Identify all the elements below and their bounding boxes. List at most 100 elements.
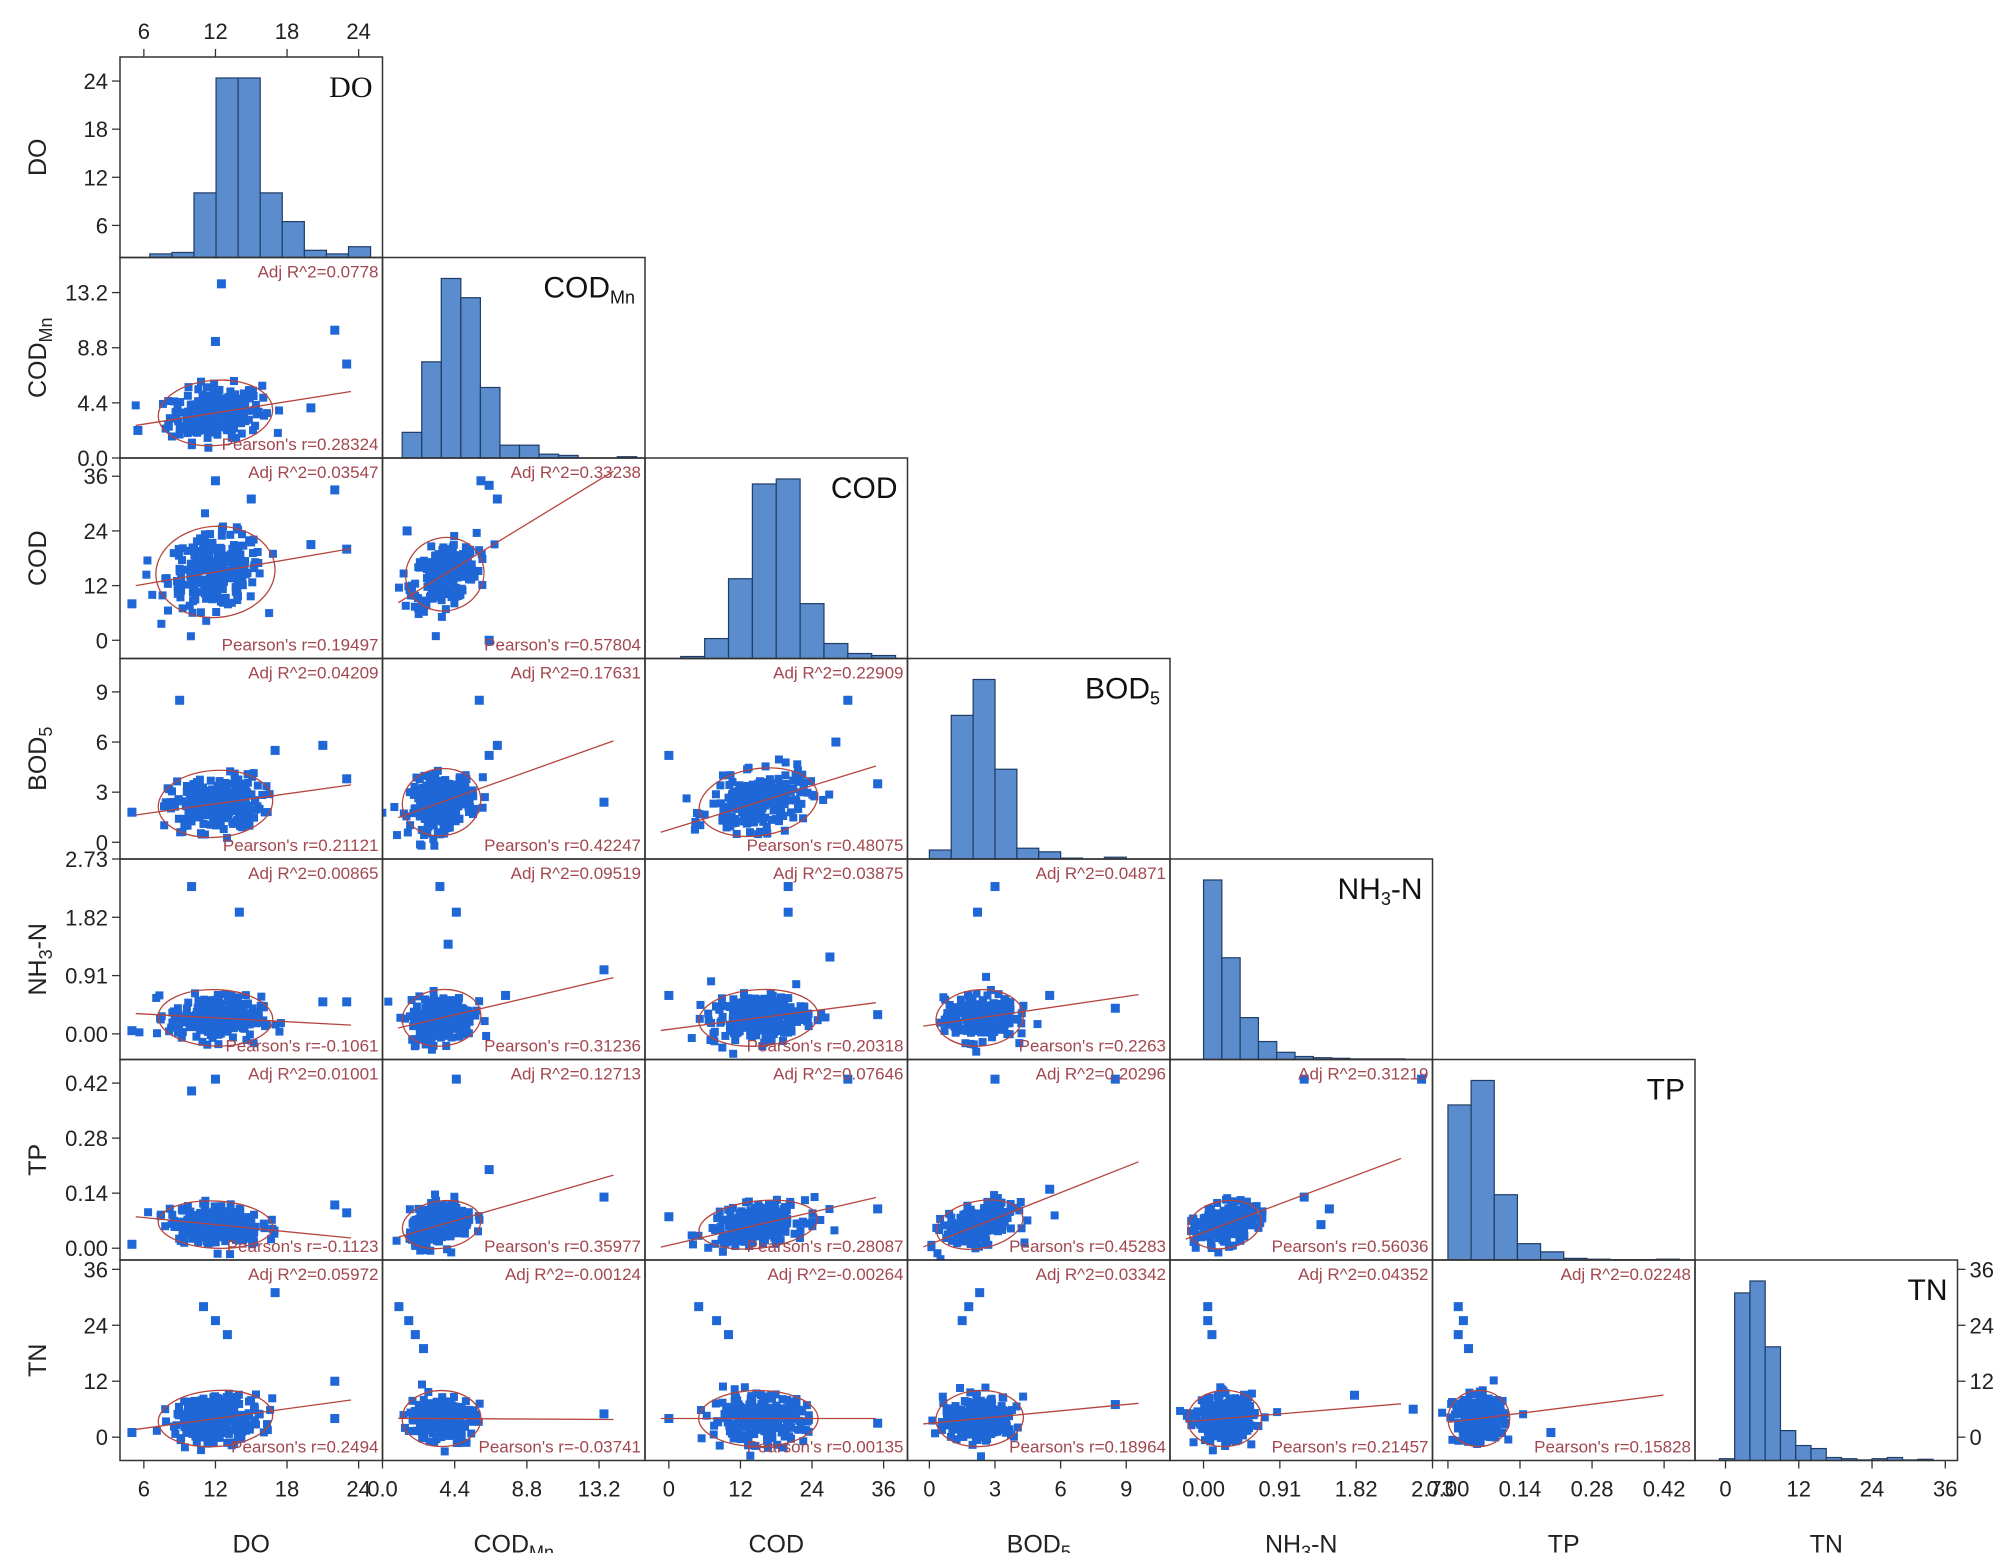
scatter-point: [225, 1020, 234, 1029]
histogram-bar: [704, 637, 730, 660]
scatter-point: [1189, 1214, 1198, 1223]
scatter-point: [804, 1427, 813, 1436]
scatter-point: [217, 999, 226, 1008]
scatter-point: [781, 1203, 790, 1212]
confidence-ellipse: [157, 1200, 274, 1249]
scatter-point: [768, 1427, 777, 1436]
scatter-point: [711, 1399, 720, 1408]
scatter-point: [468, 810, 477, 819]
pearson-r-label: Pearson's r=0.19497: [222, 636, 379, 655]
scatter-point: [185, 601, 194, 610]
scatter-point: [474, 1212, 483, 1221]
scatter-point: [206, 1398, 215, 1407]
scatter-point: [182, 787, 191, 796]
scatter-point: [792, 980, 801, 989]
scatter-point: [1006, 1224, 1015, 1233]
scatter-point: [216, 820, 225, 829]
scatter-point: [239, 541, 248, 550]
scatter-point: [422, 1001, 431, 1010]
scatter-point: [940, 1026, 949, 1035]
scatter-point: [760, 1405, 769, 1414]
scatter-point: [743, 1019, 752, 1028]
histogram-bar: [1779, 1429, 1797, 1462]
scatter-point: [724, 1330, 734, 1340]
scatter-point: [205, 578, 214, 587]
scatter-point: [461, 543, 470, 552]
scatter-point: [790, 1014, 799, 1023]
scatter-point: [222, 802, 231, 811]
scatter-point: [769, 1006, 778, 1015]
scatter-point: [982, 1410, 991, 1419]
scatter-point: [978, 1038, 987, 1047]
scatter-point: [251, 797, 260, 806]
scatter-point: [213, 421, 222, 430]
scatter-point: [754, 1200, 763, 1209]
scatter-point: [222, 812, 231, 821]
scatter-point: [975, 1288, 985, 1298]
histogram-bar: [479, 386, 501, 459]
scatter-point: [936, 1018, 945, 1027]
scatter-point: [211, 1218, 220, 1227]
scatter-point: [952, 1405, 961, 1414]
scatter-point: [410, 782, 419, 791]
scatter-point: [438, 1411, 447, 1420]
scatter-point: [445, 1202, 454, 1211]
scatter-point: [213, 430, 222, 439]
scatter-point: [791, 770, 800, 779]
scatter-point: [719, 1216, 728, 1225]
scatter-point: [192, 409, 201, 418]
scatter-point: [1258, 1214, 1267, 1223]
scatter-point: [783, 907, 793, 917]
scatter-point: [774, 774, 783, 783]
scatter-point: [244, 1009, 253, 1018]
scatter-point: [153, 1029, 162, 1038]
scatter-point: [758, 784, 767, 793]
histogram-bar: [1734, 1292, 1751, 1462]
scatter-point: [440, 1031, 449, 1040]
scatter-point: [990, 1074, 1000, 1084]
scatter-point: [771, 1390, 780, 1399]
scatter-point: [972, 1047, 981, 1056]
scatter-point: [260, 808, 269, 817]
scatter-point: [988, 1200, 997, 1209]
scatter-point: [234, 542, 243, 551]
scatter-point: [446, 807, 455, 816]
scatter-point: [982, 972, 991, 981]
confidence-ellipse: [935, 1199, 1024, 1250]
scatter-point: [178, 604, 187, 613]
scatter-point: [777, 1428, 786, 1437]
scatter-point: [219, 793, 228, 802]
scatter-point: [962, 1016, 971, 1025]
scatter-point: [175, 695, 185, 705]
scatter-point: [1227, 1202, 1236, 1211]
scatter-point: [245, 1410, 254, 1419]
scatter-point: [725, 1221, 734, 1230]
pearson-r-label: Pearson's r=0.31236: [484, 1037, 641, 1056]
fit-line: [397, 470, 614, 604]
scatter-point: [939, 1399, 948, 1408]
scatter-point: [773, 1230, 782, 1239]
scatter-point: [454, 1424, 463, 1433]
scatter-point: [1204, 1394, 1213, 1403]
scatter-point: [780, 800, 789, 809]
scatter-point: [178, 544, 187, 553]
scatter-point: [173, 589, 182, 598]
scatter-point: [431, 808, 440, 817]
scatter-point: [194, 996, 203, 1005]
scatter-point: [1002, 1006, 1011, 1015]
scatter-point: [206, 398, 215, 407]
scatter-point: [208, 1411, 217, 1420]
scatter-point: [214, 1225, 223, 1234]
scatter-point: [393, 831, 402, 840]
scatter-point: [761, 1007, 770, 1016]
scatter-point: [191, 989, 200, 998]
scatter-point: [235, 1413, 244, 1422]
scatter-point: [443, 1245, 452, 1254]
scatter-point: [198, 390, 207, 399]
scatter-point: [752, 1219, 761, 1228]
scatter-point: [420, 830, 429, 839]
scatter-point: [234, 1021, 243, 1030]
scatter-point: [221, 593, 230, 602]
